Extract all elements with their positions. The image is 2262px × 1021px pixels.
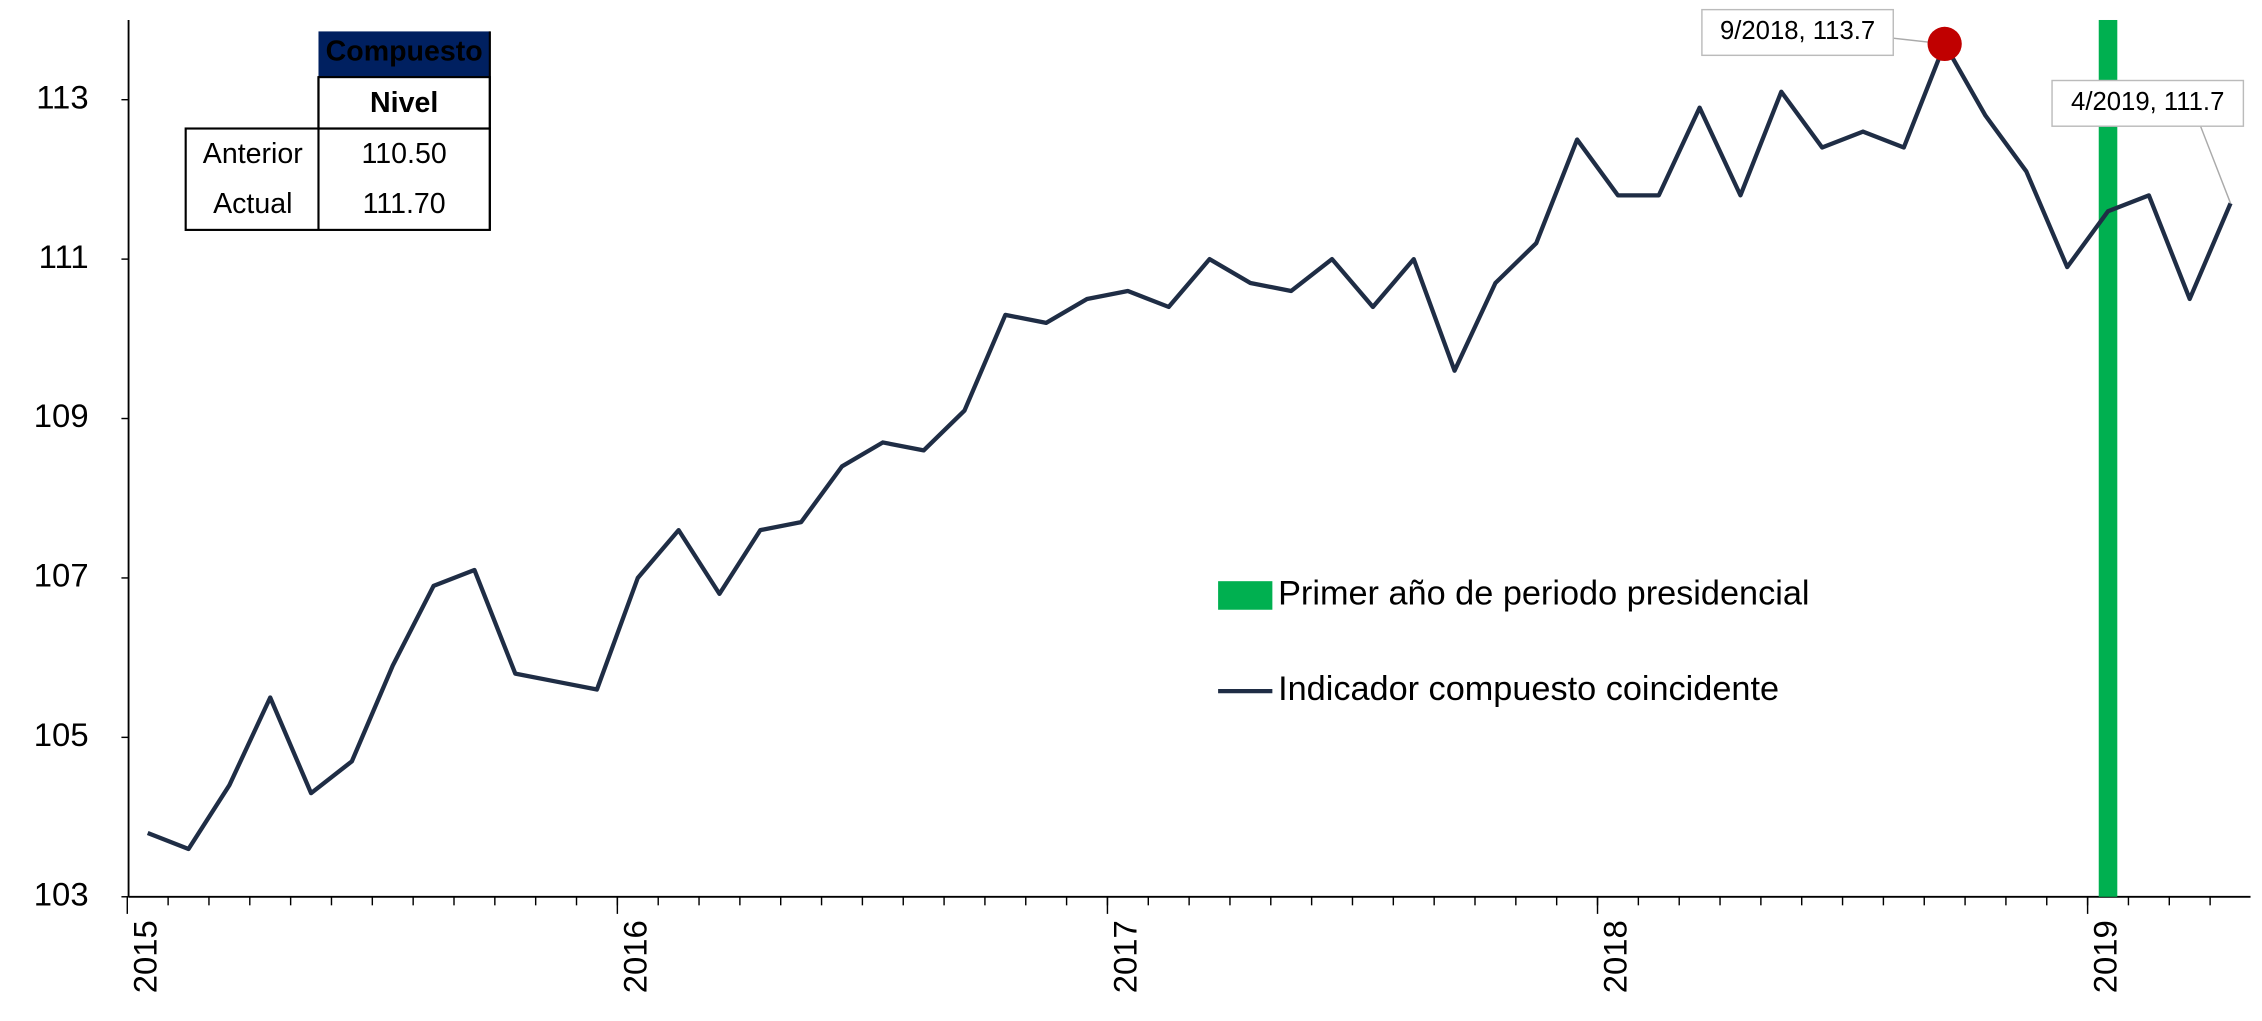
legend-label: Primer año de periodo presidencial	[1278, 575, 1809, 613]
y-tick-label: 113	[36, 78, 88, 115]
x-tick-label: 2016	[616, 920, 653, 993]
line	[146, 41, 2233, 852]
annotation-box	[1701, 8, 1894, 57]
table-header: Compuesto	[326, 35, 483, 67]
table-row-label: Actual	[213, 188, 292, 220]
x-tick-label: 2018	[1597, 920, 1634, 993]
y-tick-label: 105	[34, 716, 89, 753]
annotation-label: 9/2018, 113.7	[1720, 17, 1875, 45]
table-row-label: Anterior	[203, 138, 303, 170]
legend-label: Indicador compuesto coincidente	[1278, 670, 1779, 708]
y-tick-label: 103	[34, 875, 89, 912]
x-tick-label: 2019	[2087, 920, 2124, 993]
y-tick-label: 111	[39, 238, 89, 275]
table-header-cell	[318, 31, 490, 78]
peak-marker	[1927, 26, 1962, 62]
bar	[2098, 19, 2118, 897]
annotation-leader	[2199, 125, 2232, 204]
legend-swatch	[1218, 581, 1273, 610]
table-value: 111.70	[363, 188, 446, 220]
y-tick-label: 107	[34, 557, 89, 594]
x-tick-label: 2015	[126, 920, 163, 993]
annotation-label: 4/2019, 111.7	[2071, 88, 2224, 116]
annotation-box	[2051, 79, 2245, 127]
x-tick-label: 2017	[1107, 920, 1144, 993]
table-column-header: Nivel	[370, 87, 438, 119]
table-value: 110.50	[362, 138, 447, 170]
y-tick-label: 109	[34, 397, 89, 434]
